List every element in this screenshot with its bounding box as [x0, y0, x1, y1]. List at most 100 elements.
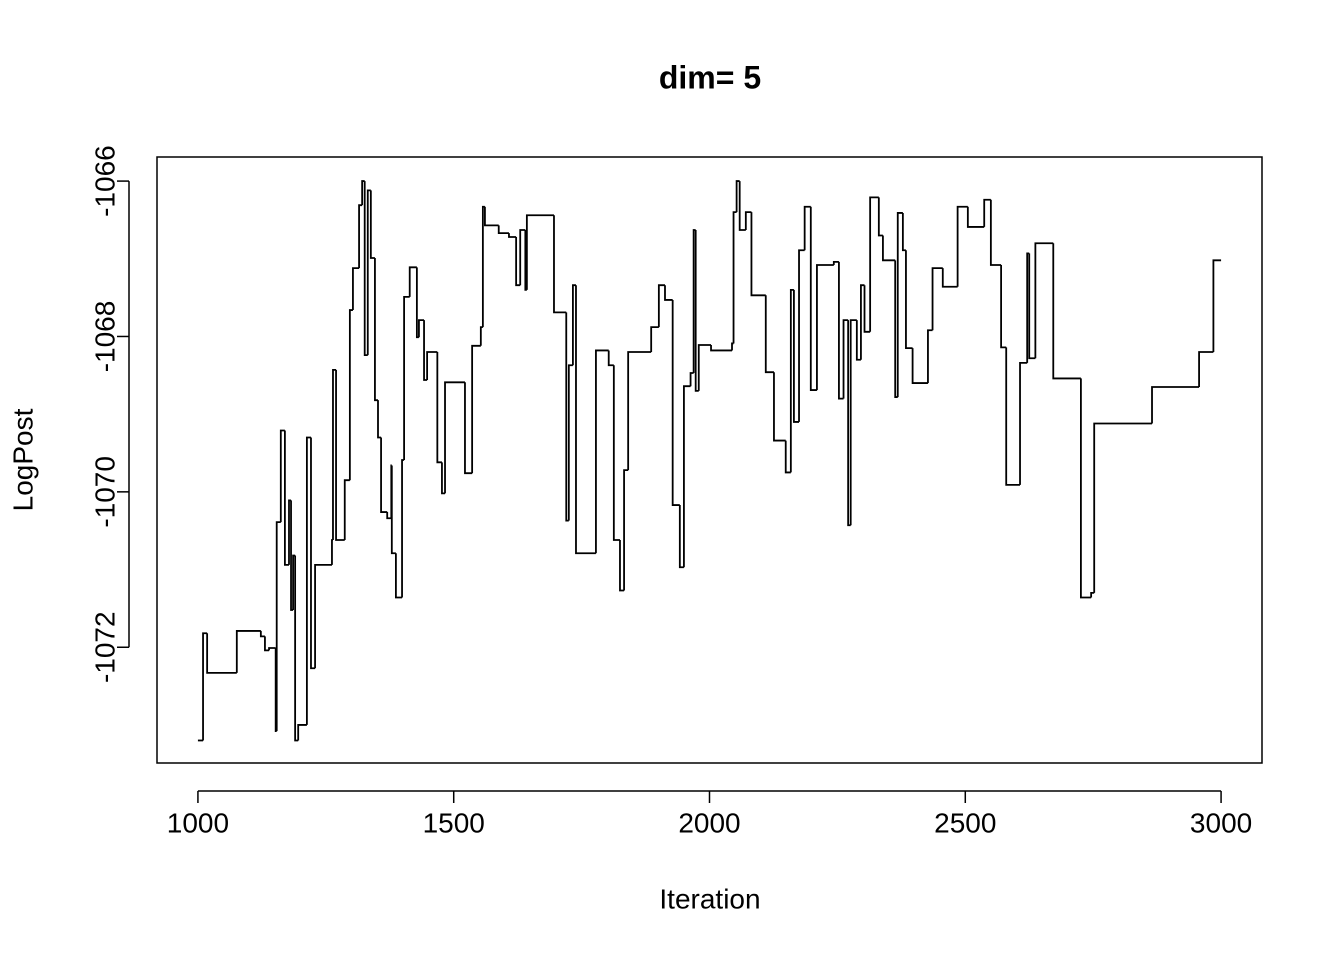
line-step: [731, 342, 734, 351]
line-step: [436, 352, 442, 464]
line-step: [264, 636, 270, 652]
line-step: [966, 206, 985, 228]
x-tick-label: 2500: [934, 807, 996, 838]
line-step: [575, 285, 596, 555]
line-step: [595, 349, 609, 554]
line-step: [1019, 361, 1028, 485]
line-step: [497, 225, 509, 235]
y-tick-label: -1072: [89, 611, 120, 683]
line-step: [838, 261, 844, 400]
line-step: [352, 267, 360, 311]
line-step: [689, 372, 694, 387]
line-step: [619, 540, 625, 592]
chart-title: dim= 5: [659, 59, 761, 95]
line-step: [860, 284, 865, 360]
line-step: [369, 190, 375, 259]
line-step: [612, 365, 620, 541]
line-step: [1052, 243, 1081, 380]
line-step: [832, 260, 839, 265]
line-step: [1090, 591, 1095, 598]
line-step: [567, 364, 573, 521]
line-step: [607, 350, 614, 367]
line-step: [358, 204, 363, 269]
line-step: [855, 320, 861, 361]
x-tick-label: 3000: [1190, 807, 1252, 838]
line-step: [331, 539, 333, 565]
line-step: [268, 647, 276, 651]
y-axis-label: LogPost: [7, 408, 38, 511]
line-step: [784, 440, 791, 474]
line-step: [525, 214, 554, 290]
line-step: [697, 344, 712, 391]
line-step: [710, 345, 733, 352]
line-step: [403, 295, 410, 460]
y-tick-label: -1066: [89, 145, 120, 217]
line-step: [519, 229, 526, 286]
line-step: [314, 563, 332, 669]
line-step: [744, 211, 752, 231]
line-step: [441, 462, 446, 495]
line-step: [678, 505, 684, 569]
line-step: [694, 230, 699, 392]
line-step: [206, 633, 237, 674]
line-step: [789, 288, 794, 473]
line-step: [732, 211, 737, 344]
line-step: [1034, 242, 1054, 359]
line-step: [374, 258, 378, 402]
line-step: [750, 212, 766, 297]
line-step: [773, 372, 786, 442]
line-step: [294, 555, 299, 742]
line-step: [1005, 347, 1021, 486]
line-step: [735, 180, 740, 213]
line-step: [847, 320, 851, 527]
line-step: [481, 205, 485, 328]
line-step: [279, 429, 285, 523]
line-step: [1000, 264, 1007, 349]
line-step: [380, 437, 388, 513]
line-step: [1093, 422, 1153, 593]
line-step: [941, 268, 958, 288]
line-step: [390, 465, 396, 555]
line-step: [572, 284, 576, 366]
line-step: [235, 630, 261, 673]
line-step: [366, 189, 371, 356]
line-step: [671, 299, 680, 506]
line-step: [479, 326, 483, 346]
line-step: [283, 430, 289, 566]
line-step: [809, 206, 817, 391]
x-tick-label: 1500: [423, 807, 485, 838]
line-step: [989, 199, 1002, 266]
x-axis-label: Iteration: [659, 883, 760, 914]
x-tick-label: 1000: [167, 807, 229, 838]
line-step: [348, 309, 353, 481]
line-step: [484, 206, 499, 227]
line-step: [927, 329, 933, 384]
line-step: [842, 319, 849, 399]
line-step: [259, 630, 265, 638]
line-step: [332, 368, 337, 541]
line-step: [343, 479, 350, 541]
line-step: [471, 344, 481, 474]
line-step: [386, 512, 392, 520]
line-step: [335, 369, 345, 541]
line-step: [363, 181, 368, 357]
line-step: [423, 320, 428, 381]
line-step: [664, 285, 673, 301]
line-step: [202, 632, 208, 741]
line-step: [983, 198, 991, 227]
y-tick-label: -1068: [89, 301, 120, 373]
line-step: [882, 235, 896, 262]
line-step: [1026, 252, 1030, 363]
line-step: [863, 285, 871, 333]
line-step: [444, 381, 465, 494]
y-tick-label: -1070: [89, 456, 120, 528]
line-step: [849, 319, 857, 526]
line-step: [869, 196, 879, 332]
line-step: [956, 205, 968, 287]
line-step: [816, 264, 834, 391]
line-step: [683, 385, 691, 568]
line-step: [524, 230, 527, 291]
line-step: [1212, 259, 1222, 353]
line-step: [464, 382, 473, 475]
